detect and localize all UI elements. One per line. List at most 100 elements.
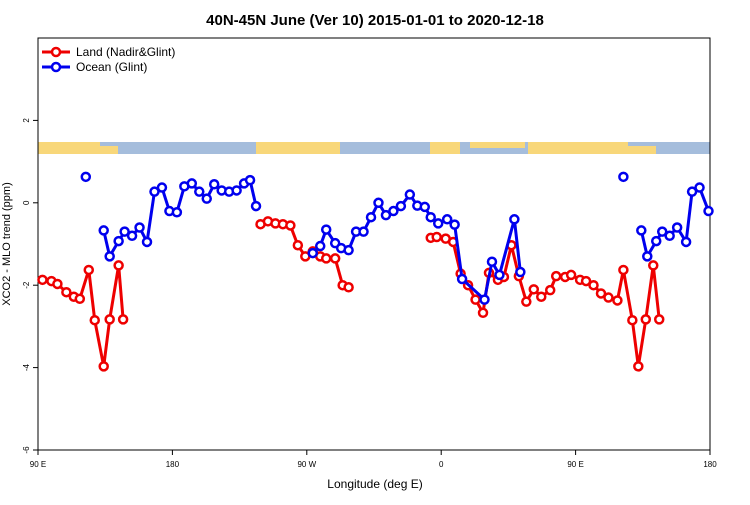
data-point: [307, 247, 319, 259]
data-point: [285, 220, 296, 231]
y-tick-label: 0: [22, 200, 31, 205]
data-point: [404, 189, 416, 200]
data-point: [588, 279, 599, 291]
x-axis-label: Longitude (deg E): [327, 477, 422, 491]
data-point: [425, 211, 436, 223]
data-point: [694, 182, 705, 193]
data-point: [244, 174, 256, 186]
y-tick-label: 2: [22, 118, 31, 123]
data-point: [618, 264, 629, 276]
chart-title: 40N-45N June (Ver 10) 2015-01-01 to 2020…: [206, 12, 544, 29]
data-point: [449, 219, 460, 230]
data-point: [156, 182, 168, 193]
x-tick-label: 0: [439, 460, 444, 469]
legend-marker: [50, 46, 62, 58]
data-point: [431, 231, 442, 243]
data-point: [117, 314, 129, 325]
data-point: [612, 295, 623, 306]
data-point: [104, 251, 115, 262]
x-tick-label: 90 E: [567, 460, 583, 469]
data-point: [550, 270, 562, 282]
data-point: [470, 294, 481, 305]
data-point: [648, 260, 659, 271]
data-point: [441, 214, 453, 225]
data-point: [633, 361, 644, 372]
data-point: [113, 260, 124, 271]
data-point: [141, 236, 153, 248]
data-point: [595, 288, 607, 299]
legend-label: Land (Nadir&Glint): [76, 45, 175, 59]
data-point: [477, 307, 489, 319]
y-tick-label: -6: [22, 446, 31, 454]
legend-label: Ocean (Glint): [76, 60, 147, 74]
data-point: [544, 284, 556, 296]
data-point: [194, 186, 205, 197]
x-tick-label: 180: [703, 460, 717, 469]
data-point: [292, 239, 304, 251]
y-tick-label: -2: [22, 281, 31, 289]
data-point: [314, 240, 326, 252]
data-point: [37, 274, 48, 286]
land-band: [430, 142, 460, 154]
data-point: [98, 361, 109, 372]
data-point: [208, 179, 220, 190]
x-tick-label: 90 E: [30, 460, 46, 469]
data-point: [680, 236, 692, 248]
data-point: [640, 314, 652, 325]
data-point: [486, 256, 498, 267]
data-point: [365, 211, 377, 223]
data-point: [343, 282, 354, 293]
data-point: [201, 193, 212, 204]
data-point: [603, 292, 614, 303]
data-point: [580, 275, 592, 287]
data-point: [479, 294, 490, 305]
legend-marker: [50, 61, 62, 73]
data-point: [627, 314, 638, 326]
data-point: [515, 266, 526, 278]
data-point: [250, 200, 262, 212]
data-point: [494, 269, 505, 281]
data-point: [113, 235, 124, 247]
land-band: [470, 142, 525, 148]
data-point: [343, 244, 354, 256]
data-point: [186, 178, 198, 189]
data-point: [52, 278, 63, 290]
y-axis-label: XCO2 - MLO trend (ppm): [1, 182, 13, 305]
data-point: [61, 286, 72, 298]
data-point: [134, 222, 145, 233]
land-band: [100, 146, 118, 154]
data-point: [320, 224, 332, 235]
data-point: [388, 205, 399, 217]
x-tick-label: 180: [166, 460, 180, 469]
data-point: [703, 205, 714, 217]
data-point: [642, 251, 653, 262]
data-point: [664, 230, 675, 242]
data-point: [536, 291, 547, 302]
data-point: [509, 214, 520, 225]
data-point: [83, 264, 95, 276]
data-point: [565, 269, 577, 281]
land-band: [528, 142, 628, 154]
land-band: [38, 142, 100, 154]
data-point: [126, 230, 138, 242]
data-point: [74, 293, 86, 305]
land-band: [628, 146, 656, 154]
land-band: [256, 142, 340, 154]
data-point: [653, 314, 665, 325]
data-point: [171, 207, 183, 218]
data-point: [80, 171, 92, 183]
data-point: [149, 186, 160, 197]
data-point: [419, 201, 431, 213]
data-point: [320, 253, 332, 264]
x-tick-label: 90 W: [297, 460, 316, 469]
data-point: [636, 225, 647, 236]
y-tick-label: -4: [22, 363, 31, 371]
data-point: [380, 209, 392, 221]
data-point: [686, 186, 698, 197]
plot-frame: [37, 37, 711, 451]
data-point: [373, 197, 384, 209]
data-point: [119, 226, 130, 237]
data-point: [395, 200, 407, 212]
data-point: [650, 235, 662, 247]
